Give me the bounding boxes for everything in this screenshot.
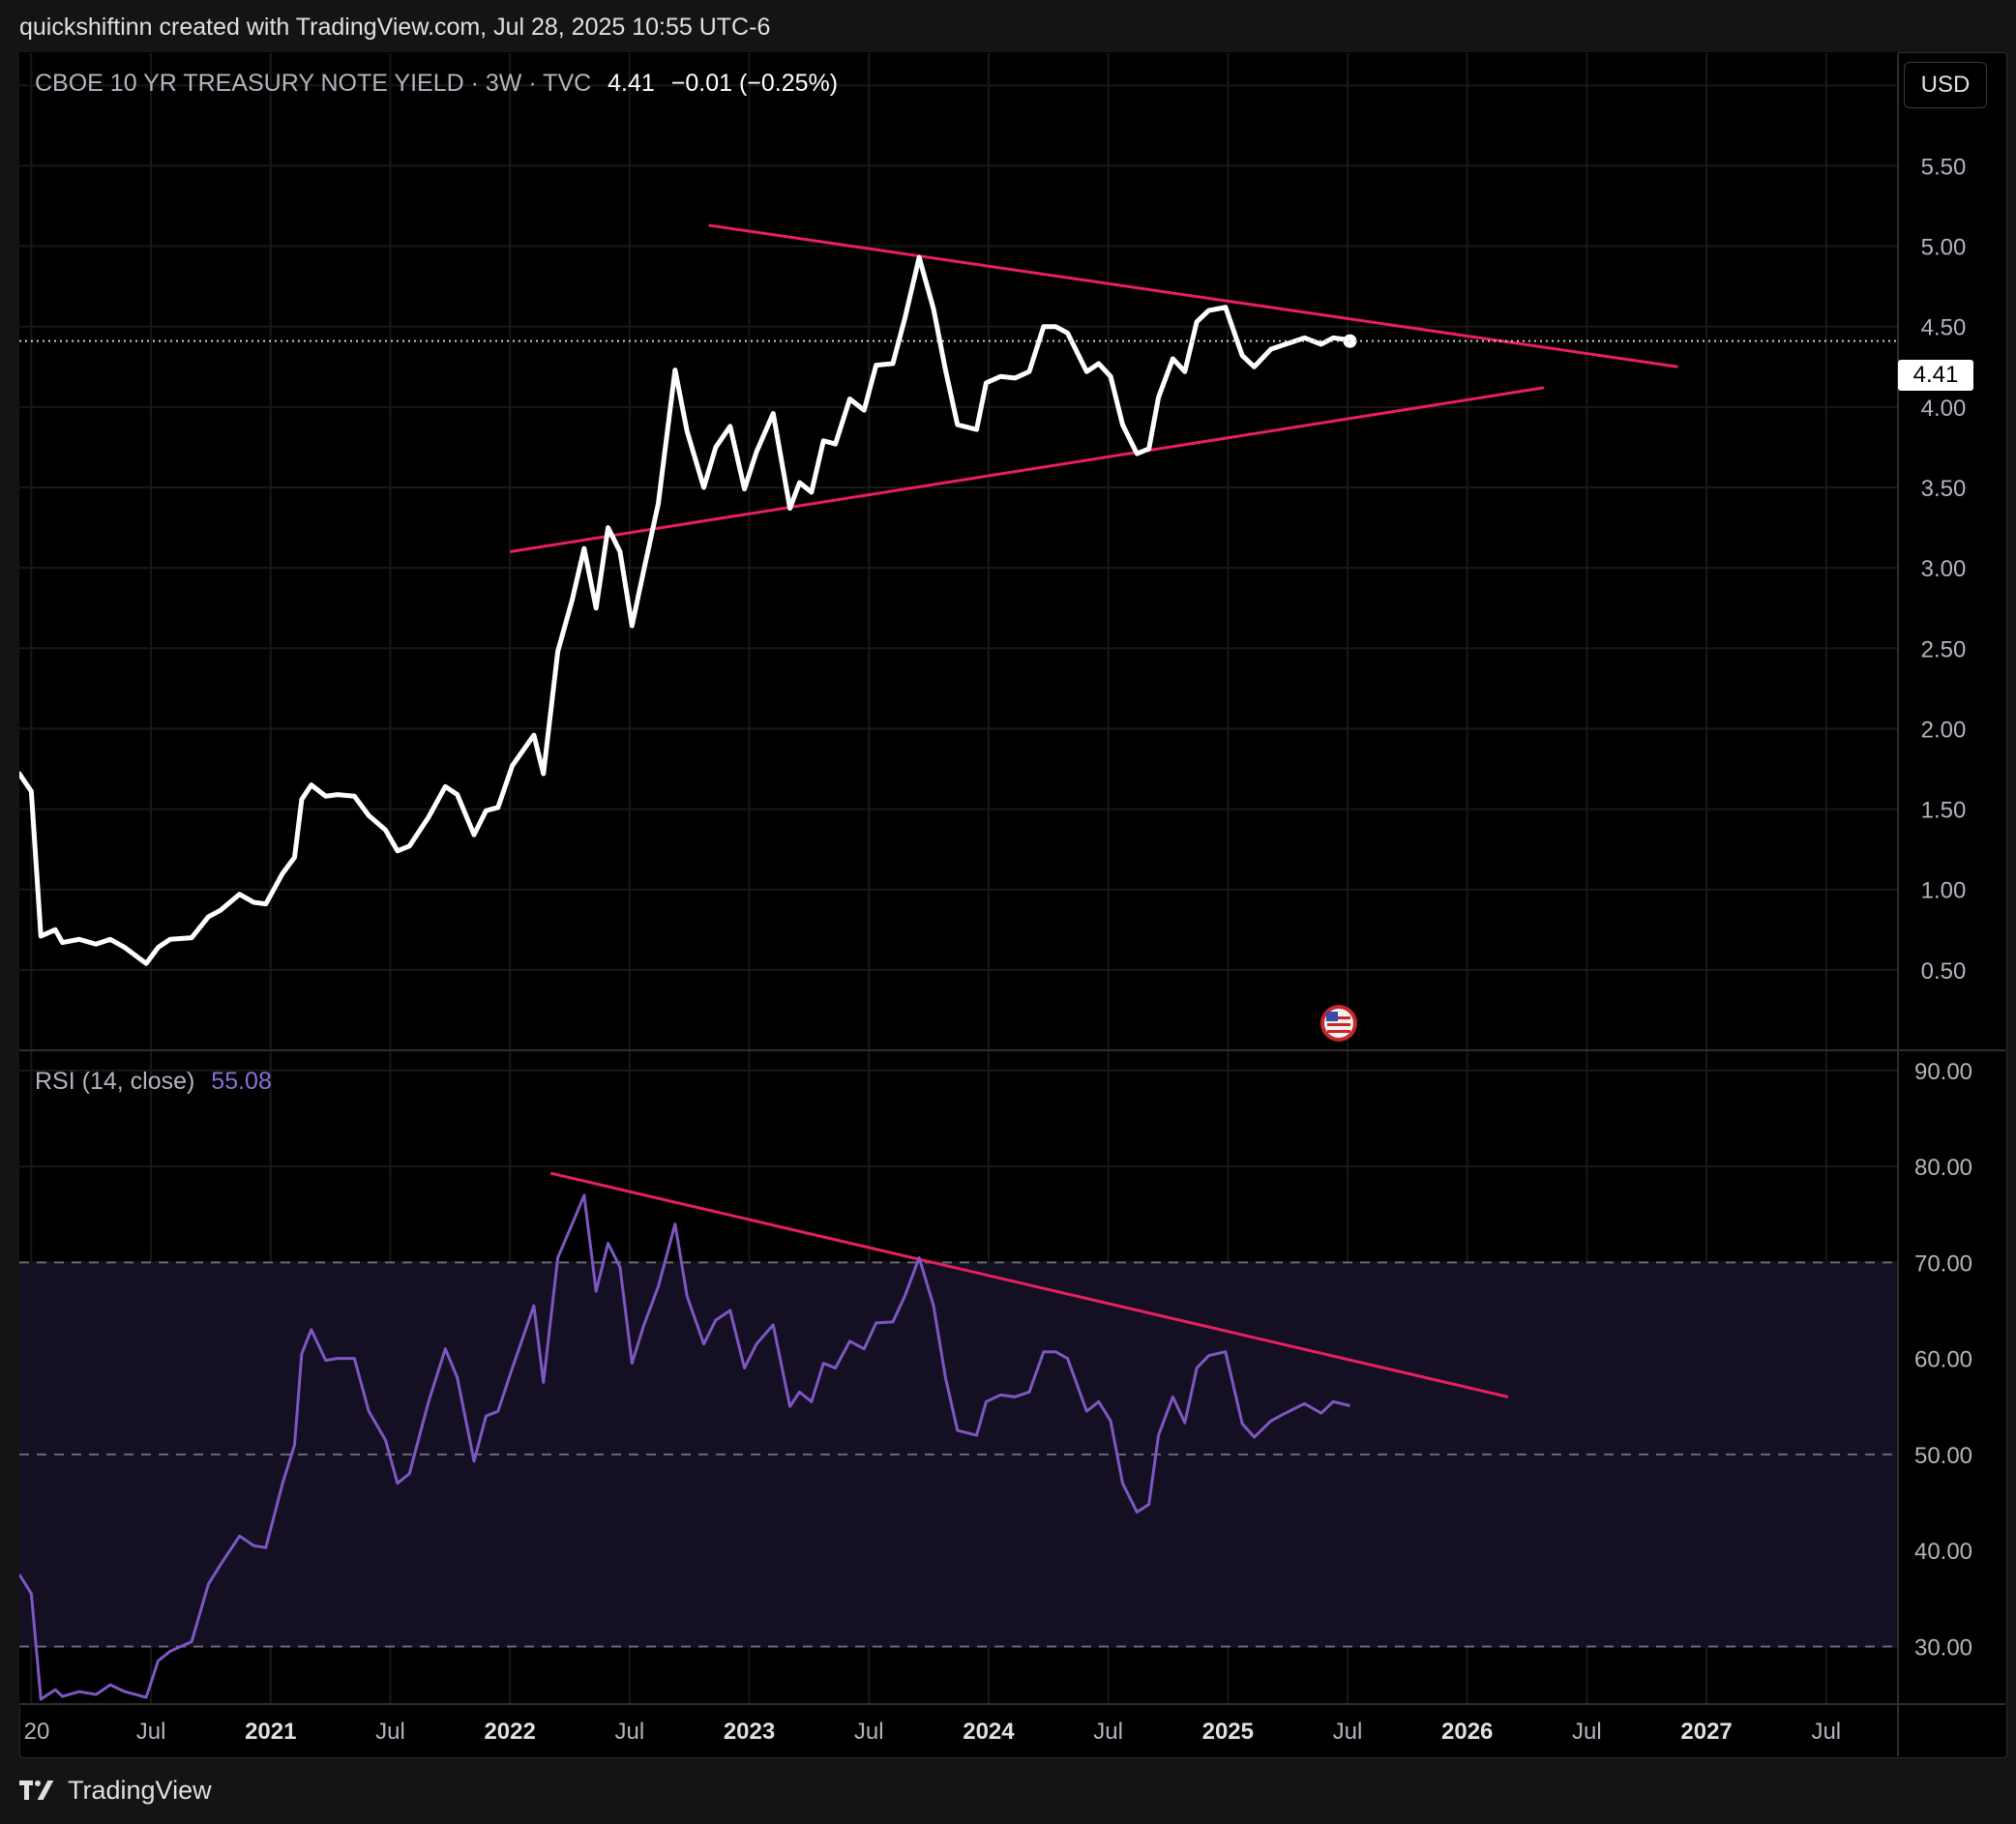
time-axis-tick: Jul — [1572, 1719, 1602, 1745]
rsi-axis-tick: 40.00 — [1914, 1539, 1972, 1565]
price-axis-tick: 2.00 — [1921, 717, 1967, 743]
time-axis-tick: 2025 — [1202, 1719, 1254, 1745]
price-pane-title[interactable]: CBOE 10 YR TREASURY NOTE YIELD · 3W · TV… — [35, 70, 838, 98]
price-axis-tick: 1.50 — [1921, 798, 1967, 824]
rsi-axis-tick: 60.00 — [1914, 1347, 1972, 1373]
time-axis-tick: 2027 — [1680, 1719, 1732, 1745]
attribution-header: quickshiftinn created with TradingView.c… — [19, 14, 771, 41]
rsi-axis-tick: 50.00 — [1914, 1443, 1972, 1469]
rsi-pane-title[interactable]: RSI (14, close) 55.08 — [35, 1068, 272, 1096]
price-axis-tick: 5.00 — [1921, 235, 1967, 261]
price-trendline[interactable] — [509, 386, 1545, 553]
time-axis-tick: Jul — [1093, 1719, 1123, 1745]
price-axis-tick: 0.50 — [1921, 958, 1967, 985]
chart-frame[interactable]: 6.005.505.004.504.003.503.002.502.001.50… — [19, 52, 2007, 1758]
price-axis-tick: 1.00 — [1921, 878, 1967, 904]
time-axis-tick: 2021 — [245, 1719, 296, 1745]
price-change: −0.01 (−0.25%) — [670, 70, 839, 97]
price-axis-tick: 2.50 — [1921, 636, 1967, 662]
rsi-label: RSI (14, close) — [35, 1068, 195, 1095]
time-axis-tick: 2026 — [1441, 1719, 1493, 1745]
time-axis-tick: 2022 — [484, 1719, 535, 1745]
currency-button[interactable]: USD — [1904, 62, 1987, 108]
rsi-axis-tick: 90.00 — [1914, 1059, 1972, 1085]
time-axis-tick: Jul — [375, 1719, 405, 1745]
symbol-label: CBOE 10 YR TREASURY NOTE YIELD · 3W · TV… — [35, 70, 592, 97]
time-axis-tick: Jul — [854, 1719, 884, 1745]
price-axis-tick: 3.00 — [1921, 556, 1967, 582]
rsi-axis-tick: 30.00 — [1914, 1634, 1972, 1661]
time-axis-tick: 20 — [24, 1719, 50, 1745]
footer-brand: TradingView — [68, 1776, 212, 1805]
price-series-line[interactable] — [19, 254, 1352, 966]
us-flag-icon[interactable] — [1320, 1005, 1357, 1042]
price-axis-tick: 4.00 — [1921, 396, 1967, 422]
rsi-series-line[interactable] — [19, 1193, 1350, 1701]
rsi-axis-tick: 80.00 — [1914, 1155, 1972, 1181]
time-axis-tick: Jul — [1333, 1719, 1363, 1745]
time-axis-tick: 2024 — [963, 1719, 1015, 1745]
last-price: 4.41 — [608, 70, 655, 97]
price-axis-tick: 5.50 — [1921, 154, 1967, 180]
tradingview-logo-icon — [19, 1780, 58, 1802]
last-price-tag: 4.41 — [1898, 360, 1973, 391]
time-axis-tick: Jul — [614, 1719, 644, 1745]
rsi-trendline[interactable] — [549, 1171, 1509, 1398]
rsi-band-fill — [19, 1262, 1898, 1647]
time-axis-tick: Jul — [136, 1719, 166, 1745]
rsi-value: 55.08 — [211, 1068, 272, 1095]
chart-canvas[interactable]: 6.005.505.004.504.003.503.002.502.001.50… — [19, 52, 2005, 1756]
time-axis-tick: Jul — [1811, 1719, 1841, 1745]
price-trendline[interactable] — [708, 223, 1678, 368]
time-axis-tick: 2023 — [724, 1719, 775, 1745]
tradingview-logo[interactable]: TradingView — [19, 1776, 212, 1806]
price-axis-tick: 4.50 — [1921, 315, 1967, 341]
price-axis-tick: 3.50 — [1921, 476, 1967, 502]
rsi-axis-tick: 70.00 — [1914, 1250, 1972, 1277]
